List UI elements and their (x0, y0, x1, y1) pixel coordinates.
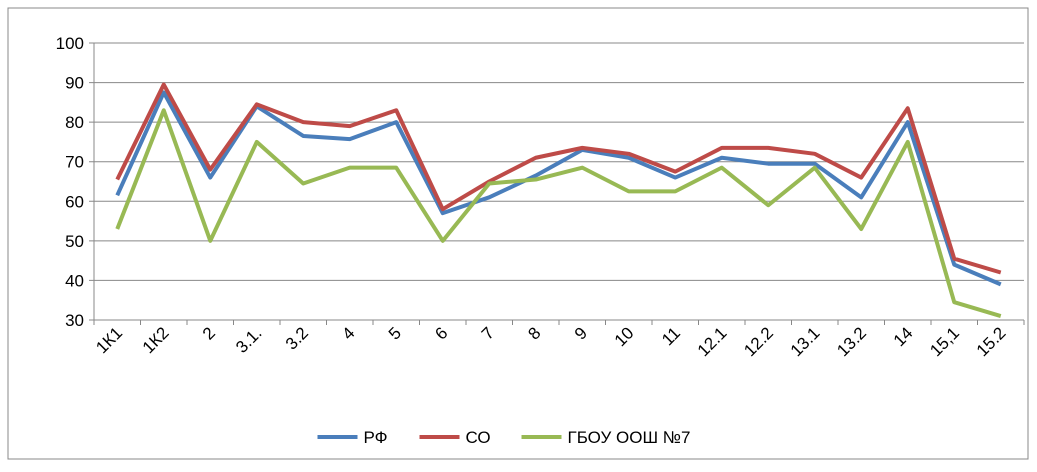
series-line (115, 82, 1002, 275)
y-tick-label: 90 (65, 74, 84, 93)
y-tick-label: 70 (65, 153, 84, 172)
series-line (115, 90, 1002, 287)
y-tick-label: 30 (65, 311, 84, 330)
chart-border (7, 7, 1029, 460)
legend-label: ГБОУ ООШ №7 (568, 428, 691, 447)
legend-label: СО (466, 428, 491, 447)
legend-label: РФ (364, 428, 388, 447)
y-tick-label: 40 (65, 271, 84, 290)
y-tick-label: 50 (65, 232, 84, 251)
y-tick-label: 80 (65, 113, 84, 132)
y-tick-label: 100 (56, 34, 84, 53)
series-line (115, 108, 1002, 318)
y-tick-label: 60 (65, 192, 84, 211)
